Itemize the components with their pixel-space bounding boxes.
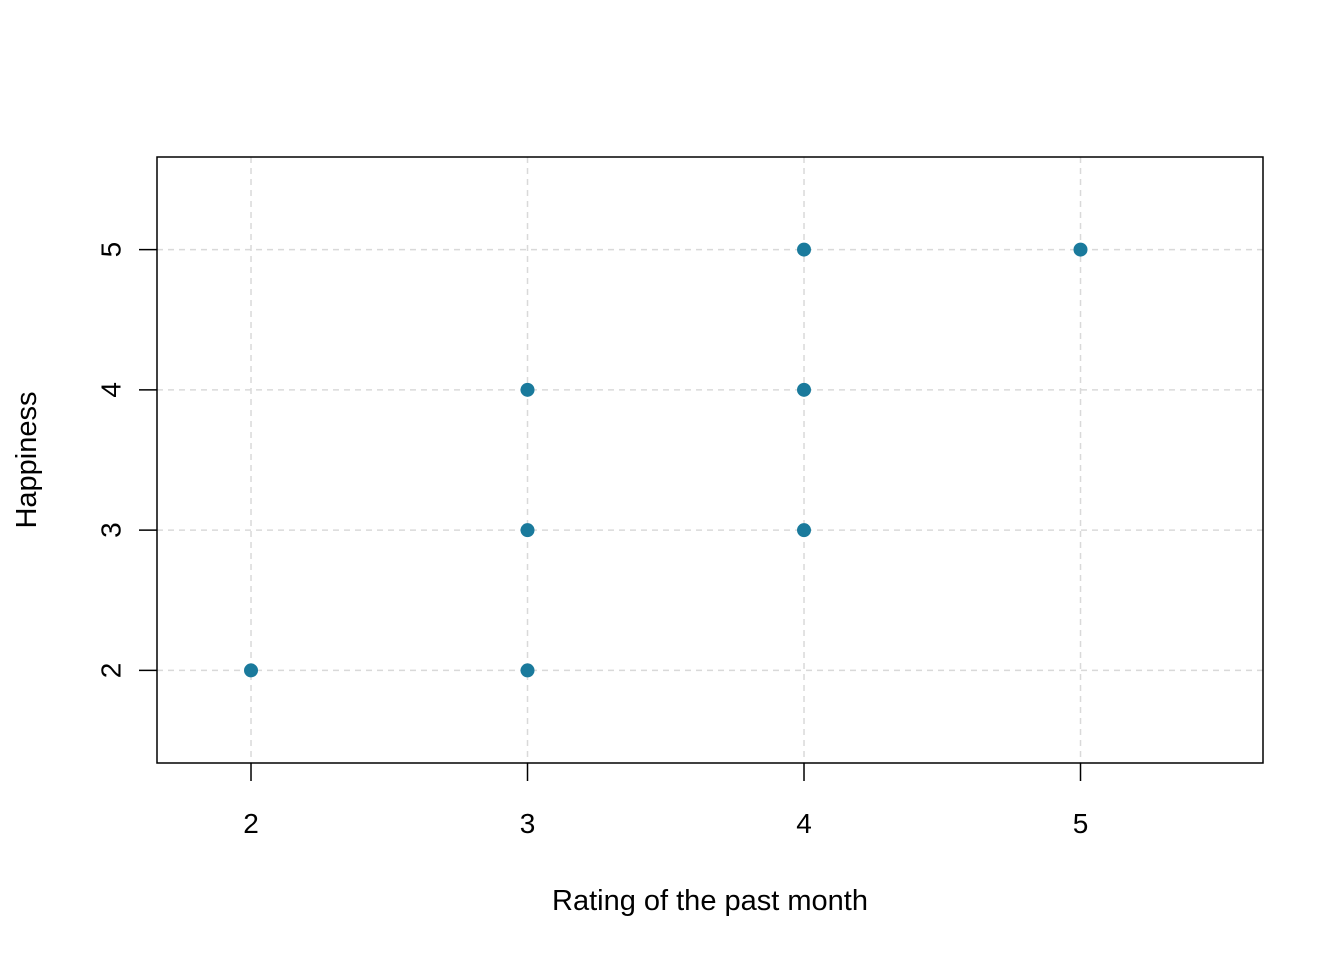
y-tick-label: 4 [96,382,127,398]
data-point [797,382,812,397]
y-tick-label: 3 [96,522,127,538]
x-tick-label: 4 [796,808,812,839]
plot-frame [156,156,1264,764]
y-axis-label: Happiness [11,391,43,528]
x-tick-label: 3 [520,808,536,839]
y-tick-label: 5 [96,242,127,258]
data-point [520,663,535,678]
x-tick-label: 5 [1073,808,1089,839]
data-point [244,663,259,678]
x-axis-label: Rating of the past month [552,885,868,917]
data-point [797,523,812,538]
data-point [520,523,535,538]
x-tick-label: 2 [243,808,259,839]
x-axis: 2 3 4 5 [243,763,1088,839]
data-point [797,242,812,257]
y-axis: 2 3 4 5 [96,242,157,679]
grid-lines [157,157,1263,763]
data-points [244,242,1088,678]
data-point [1073,242,1088,257]
data-point [520,382,535,397]
y-tick-label: 2 [96,663,127,679]
